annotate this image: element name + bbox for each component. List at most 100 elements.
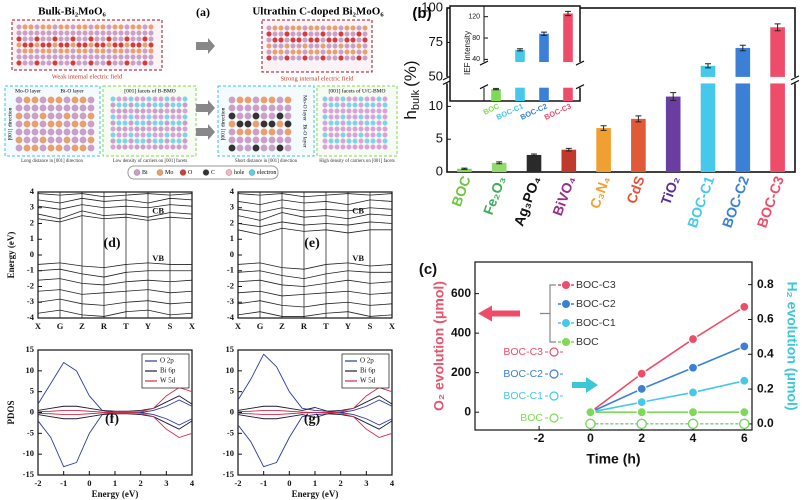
atom — [112, 36, 118, 42]
atom — [124, 36, 130, 42]
facet-label: [001] facets of U/C-BMO — [329, 87, 386, 94]
atom — [356, 43, 362, 49]
marker — [636, 407, 647, 418]
y-tick-label: 0 — [30, 406, 34, 416]
legend-atom — [133, 169, 141, 176]
atom — [182, 138, 188, 144]
series-line — [37, 262, 192, 268]
error-bar — [774, 23, 781, 32]
atom — [76, 60, 82, 66]
atom — [276, 128, 284, 136]
atom — [94, 60, 100, 66]
atom — [134, 120, 140, 126]
series-line — [590, 345, 745, 413]
atom — [122, 138, 128, 144]
atom — [58, 36, 64, 42]
atom — [352, 120, 358, 126]
y2-tick-label: 0.0 — [757, 416, 774, 430]
atom — [334, 102, 340, 108]
atom — [356, 25, 362, 31]
atom — [302, 25, 308, 31]
atom — [63, 104, 71, 112]
atom — [116, 96, 122, 102]
atom — [52, 54, 58, 60]
atom — [376, 132, 382, 138]
atom — [322, 114, 328, 120]
atom — [260, 128, 268, 136]
legend-label: BOC-C2 — [503, 368, 543, 380]
x-tick-label: BOC-C1 — [684, 174, 717, 230]
atom — [338, 43, 344, 49]
atom — [58, 60, 64, 66]
atom — [170, 96, 176, 102]
atom — [100, 48, 106, 54]
atom — [302, 31, 308, 37]
layer-label: Bi-O layer — [60, 88, 84, 94]
atom — [382, 144, 388, 150]
panel-label: (a) — [196, 5, 210, 19]
atom — [70, 24, 76, 30]
atom — [346, 120, 352, 126]
atom — [356, 49, 362, 55]
atom — [328, 120, 334, 126]
atom — [284, 104, 292, 112]
atom — [332, 31, 338, 37]
atom — [16, 60, 22, 66]
atom — [346, 138, 352, 144]
atom — [100, 54, 106, 60]
atom — [296, 37, 302, 43]
atom — [302, 49, 308, 55]
x-tick-label: BOC — [448, 174, 474, 209]
atom — [182, 108, 188, 114]
atom — [278, 37, 284, 43]
y-tick-label: -3 — [27, 296, 34, 306]
atom — [146, 144, 152, 150]
atom — [308, 37, 314, 43]
series-line — [237, 387, 393, 413]
atom — [268, 128, 276, 136]
y-tick-label: 4 — [30, 186, 35, 196]
atom — [146, 96, 152, 102]
legend-bracket — [540, 284, 556, 343]
atom — [52, 24, 58, 30]
atom — [236, 96, 244, 104]
atom — [134, 108, 140, 114]
atom — [308, 31, 314, 37]
atom — [88, 48, 94, 54]
atom — [334, 108, 340, 114]
atom — [266, 49, 272, 55]
x-tick-label: 3 — [364, 478, 368, 488]
atom — [87, 104, 95, 112]
atom — [152, 120, 158, 126]
y-axis-label: PDOS — [6, 400, 16, 424]
error-bar — [739, 44, 746, 52]
atom — [76, 30, 82, 36]
error-bar — [670, 92, 677, 101]
marker — [687, 387, 699, 398]
legend-label: O — [188, 170, 193, 176]
atom — [79, 96, 87, 104]
atom — [118, 42, 124, 48]
atom — [71, 136, 79, 144]
atom — [356, 37, 362, 43]
atom — [76, 36, 82, 42]
atom — [276, 120, 284, 128]
y-tick-label: 15 — [226, 344, 235, 354]
atom — [268, 120, 276, 128]
x-tick-label: 3 — [164, 478, 168, 488]
atom — [346, 114, 352, 120]
y2-axis-label: H₂ evolution (μmol) — [784, 281, 800, 410]
y-tick-label: 2 — [30, 217, 34, 227]
y-tick-label: 0 — [464, 404, 471, 418]
error-bar — [565, 10, 571, 17]
atom — [52, 30, 58, 36]
x-tick-label: 2 — [638, 431, 645, 445]
series-line — [237, 207, 393, 213]
atom — [146, 132, 152, 138]
atom — [338, 25, 344, 31]
atom — [112, 30, 118, 36]
atom — [176, 126, 182, 132]
y-tick-label: -4 — [227, 312, 235, 322]
atom — [268, 96, 276, 104]
